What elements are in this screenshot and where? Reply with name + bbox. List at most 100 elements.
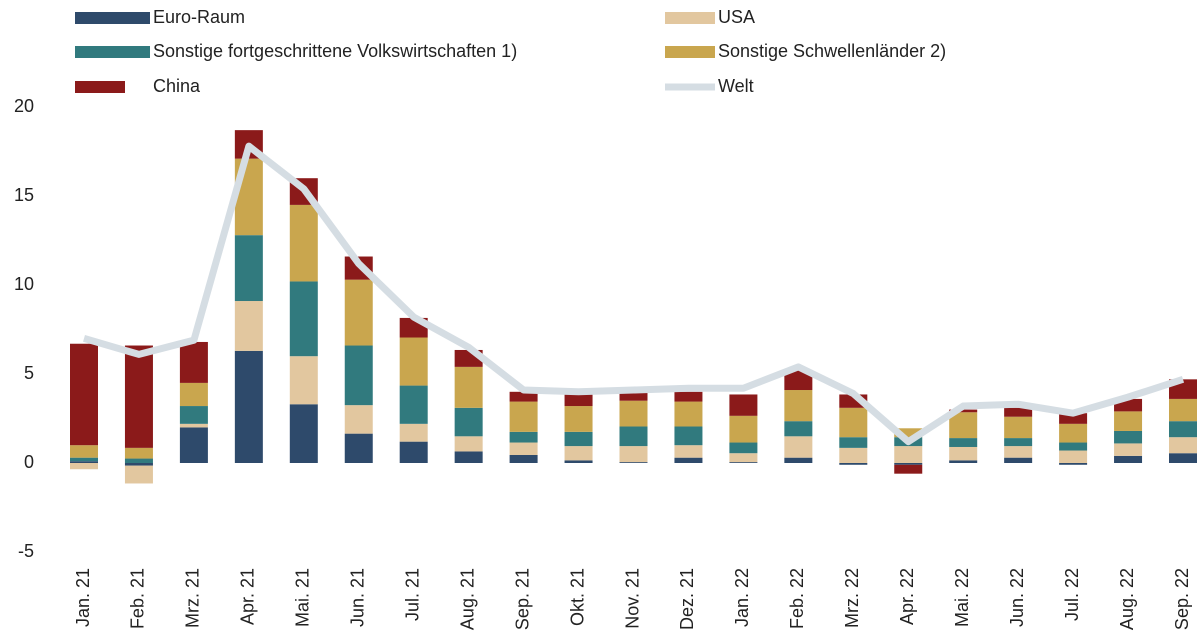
bar-segment (399, 337, 428, 386)
x-tick-label: Mai. 21 (293, 568, 313, 627)
bar-segment (729, 394, 758, 416)
bar-segment (234, 235, 263, 302)
x-tick-label: Jul. 21 (402, 568, 422, 621)
line-series (83, 142, 1185, 446)
bar-segment (564, 431, 593, 447)
bar-segment (619, 390, 648, 401)
bar-segment (839, 447, 868, 463)
bar-segment (509, 454, 538, 463)
legend-label: USA (718, 7, 755, 27)
bar-segment (894, 428, 923, 438)
bar-segment (564, 460, 593, 463)
bar-segment (729, 462, 758, 463)
bar-segment (70, 343, 98, 446)
legend-label: China (153, 76, 201, 96)
legend-swatch (75, 81, 125, 93)
bar-segment (839, 463, 868, 465)
bar-segment (1004, 416, 1033, 439)
bar-segment (1004, 438, 1033, 447)
bar-segment (289, 204, 318, 282)
bar-segment (619, 462, 648, 463)
bar-segment (619, 446, 648, 463)
bar-segment (70, 461, 98, 463)
bar-segment (399, 385, 428, 424)
x-tick-label: Dez. 21 (677, 568, 697, 630)
bar-segment (674, 401, 703, 427)
bar-segment (949, 409, 978, 413)
y-tick-label: 0 (24, 452, 34, 472)
bar-segment (839, 437, 868, 448)
legend-label: Euro-Raum (153, 7, 245, 27)
bar-segment (399, 441, 428, 463)
bar-segment (179, 427, 208, 463)
bar-segment (1169, 437, 1197, 454)
legend-label: Sonstige fortgeschrittene Volkswirtschaf… (153, 41, 517, 61)
x-tick-label: Apr. 21 (238, 568, 258, 625)
bar-segment (949, 460, 978, 463)
bar-segment (949, 438, 978, 447)
bar-segment (564, 446, 593, 461)
bar-segment (179, 341, 208, 383)
legend-swatch (665, 12, 715, 24)
x-tick-label: Jan. 21 (73, 568, 93, 627)
bar-segment (454, 407, 483, 437)
bar-segment (784, 457, 813, 463)
x-tick-label: Jun. 21 (348, 568, 368, 627)
bar-segment (179, 382, 208, 407)
bar-segment (1114, 443, 1143, 456)
bar-segment (234, 301, 263, 351)
bar-segment (839, 407, 868, 438)
bar-segment (1059, 463, 1088, 465)
bar-segment (1114, 455, 1143, 463)
bar-segment (674, 391, 703, 402)
y-tick-label: -5 (18, 541, 34, 561)
bar-segment (674, 457, 703, 463)
bar-segment (124, 447, 153, 459)
x-tick-label: Jul. 22 (1062, 568, 1082, 621)
x-tick-label: Mrz. 21 (183, 568, 203, 628)
bar-segment (949, 412, 978, 439)
x-tick-label: Feb. 22 (787, 568, 807, 629)
bar-segment (1004, 446, 1033, 458)
bar-segment (70, 457, 98, 462)
bar-segment (1114, 411, 1143, 431)
x-tick-label: Mrz. 22 (842, 568, 862, 628)
bar-segment (894, 463, 923, 465)
bar-segment (344, 433, 373, 463)
bar-segment (784, 390, 813, 422)
x-tick-label: Sep. 21 (512, 568, 532, 630)
y-tick-label: 20 (14, 96, 34, 116)
bar-segment (454, 436, 483, 452)
bar-segment (124, 463, 153, 466)
bar-segment (289, 356, 318, 405)
bar-segment (399, 423, 428, 442)
bar-segment (1059, 450, 1088, 463)
bar-segment (729, 453, 758, 463)
bar-segment (1059, 442, 1088, 451)
bar-segment (1114, 430, 1143, 444)
bar-segment (619, 400, 648, 427)
bar-segment (124, 465, 153, 484)
bar-segment (344, 279, 373, 346)
bar-segment (509, 401, 538, 432)
bar-segment (1059, 413, 1088, 424)
bar-segment (70, 445, 98, 458)
bar-segment (454, 451, 483, 463)
x-tick-label: Sep. 22 (1172, 568, 1192, 630)
x-tick-label: Nov. 21 (622, 568, 642, 629)
bar-segment (289, 404, 318, 463)
bar-segment (619, 426, 648, 447)
bar-segment (784, 436, 813, 458)
bar-segment (1169, 453, 1197, 463)
x-tick-label: Feb. 21 (128, 568, 148, 629)
bar-segment (949, 446, 978, 461)
bar-segment (1059, 423, 1088, 443)
legend-swatch (75, 46, 150, 58)
bar-segment (509, 391, 538, 402)
legend-label: Sonstige Schwellenländer 2) (718, 41, 946, 61)
bar-segment (729, 415, 758, 443)
x-tick-label: Jun. 22 (1007, 568, 1027, 627)
bar-segment (124, 345, 153, 448)
y-tick-label: 10 (14, 274, 34, 294)
